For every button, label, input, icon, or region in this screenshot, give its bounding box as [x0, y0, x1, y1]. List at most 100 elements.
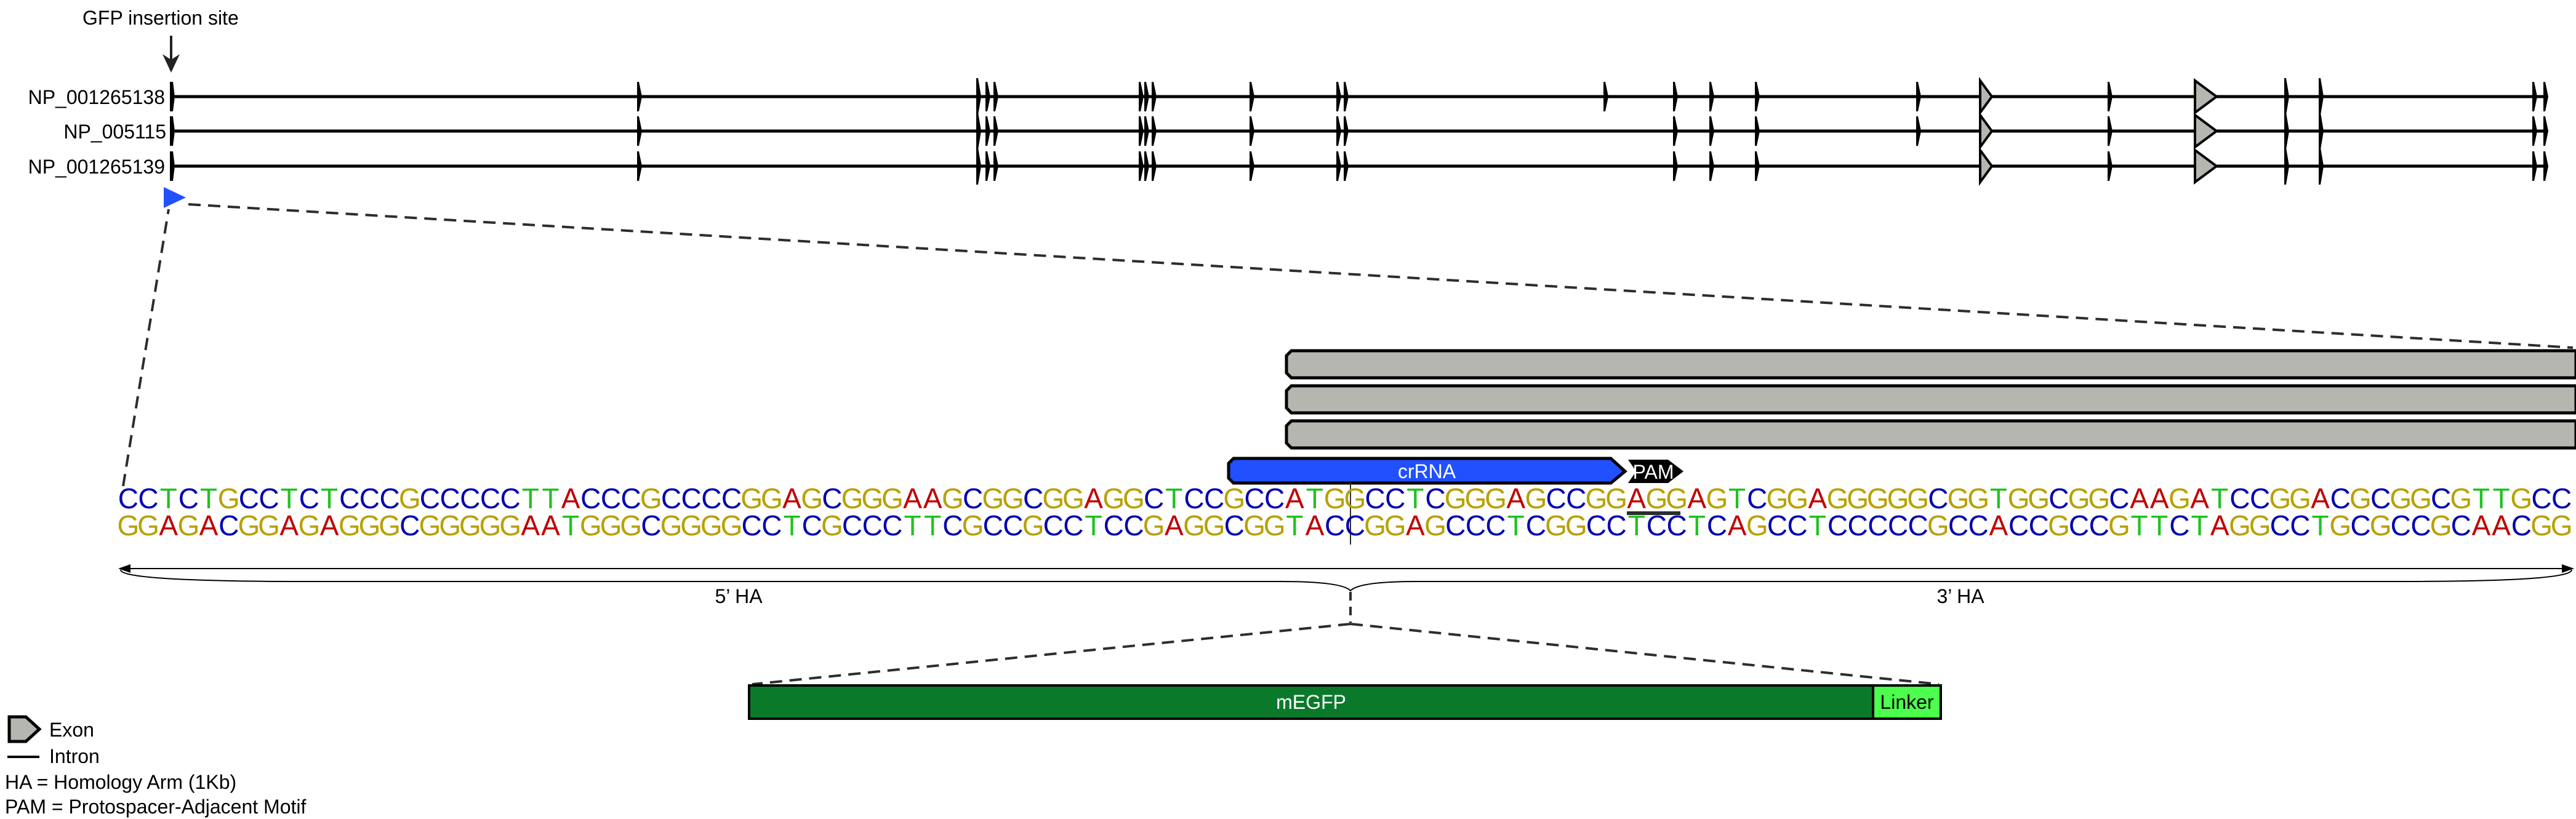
exon-mark: [1250, 151, 1254, 181]
nucleotide: G: [1545, 509, 1567, 541]
nucleotide: G: [2229, 509, 2251, 541]
nucleotide: C: [480, 482, 500, 514]
exon-mark: [1603, 82, 1608, 111]
transcript-tracks: NP_001265138 NP_005115 NP_001265139: [28, 76, 2548, 186]
nucleotide: G: [660, 509, 683, 541]
pam-feature: PAM: [1628, 460, 1683, 483]
nucleotide: C: [259, 482, 279, 514]
nucleotide: C: [1445, 509, 1466, 541]
exon-mark: [1139, 151, 1144, 181]
nucleotide: C: [1848, 509, 1868, 541]
transcript-label: NP_001265138: [28, 86, 165, 108]
exon-mark: [1152, 116, 1157, 146]
nucleotide: C: [842, 509, 862, 541]
legend-pam-note: PAM = Protospacer-Adjacent Motif: [5, 796, 307, 818]
nucleotide: C: [2370, 482, 2391, 514]
nucleotide: C: [2169, 509, 2189, 541]
nucleotide: C: [1144, 482, 1164, 514]
nucleotide: G: [761, 482, 783, 514]
nucleotide: C: [1767, 509, 1788, 541]
nucleotide: C: [2451, 509, 2471, 541]
nucleotide: G: [459, 509, 481, 541]
nucleotide: C: [1828, 509, 1848, 541]
nucleotide: G: [700, 509, 723, 541]
exon-mark: [985, 116, 990, 146]
nucleotide: G: [379, 509, 401, 541]
nucleotide: G: [2551, 509, 2573, 541]
homology-arm-ruler: [118, 564, 2574, 592]
nucleotide: G: [1424, 509, 1446, 541]
nucleotide: T: [2493, 482, 2510, 514]
nucleotide: G: [721, 509, 743, 541]
nucleotide: G: [1364, 509, 1386, 541]
nucleotide: T: [2312, 509, 2329, 541]
nucleotide: G: [2370, 509, 2392, 541]
nucleotide: C: [359, 482, 380, 514]
nucleotide: C: [1666, 509, 1687, 541]
exon-mark: [2532, 151, 2537, 181]
nucleotide: G: [2048, 509, 2070, 541]
nucleotide: G: [1867, 482, 1889, 514]
nucleotide: A: [1306, 509, 1325, 541]
nucleotide: C: [1425, 482, 1445, 514]
exon-mark: [2319, 78, 2324, 115]
nucleotide: T: [321, 482, 338, 514]
nucleotide: C: [219, 509, 239, 541]
exon-mark: [993, 116, 998, 146]
nucleotide: C: [1928, 482, 1948, 514]
nucleotide: A: [1627, 482, 1646, 514]
nucleotide: C: [580, 482, 601, 514]
nucleotide: C: [1586, 509, 1607, 541]
nucleotide: A: [2210, 509, 2229, 541]
nucleotide: T: [281, 482, 298, 514]
nucleotide: T: [200, 482, 217, 514]
nucleotide: C: [822, 482, 842, 514]
insert-dashed-left: [752, 623, 1351, 685]
exon-mark: [1979, 76, 1994, 117]
exon-mark: [1709, 116, 1714, 146]
nucleotide: G: [499, 509, 521, 541]
nucleotide: G: [1384, 509, 1406, 541]
nucleotide: G: [399, 482, 421, 514]
nucleotide: T: [1165, 482, 1182, 514]
nucleotide: G: [1042, 482, 1064, 514]
nucleotide: T: [542, 482, 559, 514]
nucleotide: G: [2249, 509, 2271, 541]
exon-mark: [2108, 151, 2113, 181]
nucleotide: C: [1788, 509, 1808, 541]
nucleotide: C: [1123, 509, 1144, 541]
nucleotide: C: [882, 509, 902, 541]
transcript-label: NP_005115: [63, 121, 166, 143]
nucleotide: G: [1646, 482, 1668, 514]
nucleotide: C: [1204, 482, 1224, 514]
nucleotide: C: [2069, 509, 2089, 541]
nucleotide: G: [1746, 509, 1768, 541]
nucleotide: T: [1809, 509, 1826, 541]
exon-mark: [2532, 82, 2537, 111]
nucleotide: A: [2472, 509, 2491, 541]
nucleotide: A: [1285, 482, 1304, 514]
nucleotide: G: [2108, 509, 2130, 541]
nucleotide: G: [2530, 509, 2553, 541]
crrna-feature: crRNA: [1227, 457, 1627, 485]
nucleotide: T: [562, 509, 579, 541]
nucleotide: A: [1687, 482, 1706, 514]
exon-mark: [1755, 151, 1760, 181]
transcript-label: NP_001265139: [28, 156, 165, 178]
exon-mark: [1250, 116, 1254, 146]
nucleotide: G: [2329, 509, 2351, 541]
nucleotide: T: [522, 482, 539, 514]
nucleotide: T: [1306, 482, 1323, 514]
nucleotide: T: [1688, 509, 1706, 541]
nucleotide: C: [500, 482, 520, 514]
nucleotide: G: [1445, 482, 1467, 514]
nucleotide: G: [2008, 482, 2030, 514]
nucleotide: G: [640, 482, 662, 514]
exon-mark: [1144, 116, 1149, 146]
exon-mark: [2194, 113, 2219, 150]
nucleotide: G: [2169, 482, 2191, 514]
nucleotide: A: [159, 509, 178, 541]
nucleotide: T: [1286, 509, 1303, 541]
